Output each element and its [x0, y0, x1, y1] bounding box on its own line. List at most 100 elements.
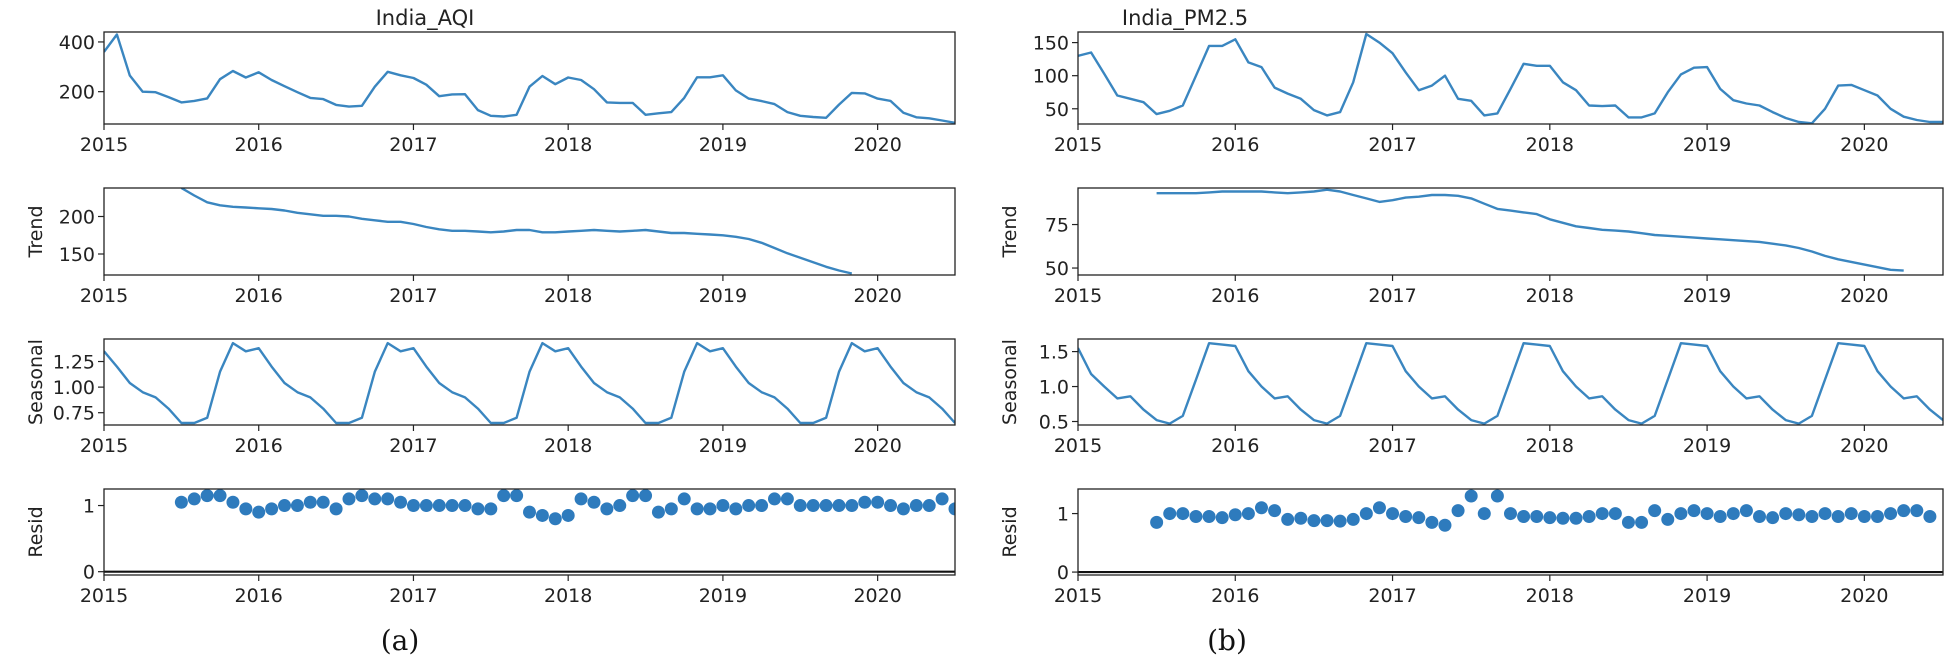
resid-point	[1241, 507, 1255, 521]
axes-frame	[103, 488, 956, 576]
y-tick-label: 200	[59, 207, 95, 229]
axes-frame	[1077, 31, 1944, 125]
plot-area	[1078, 489, 1943, 574]
y-axis-label: Seasonal	[999, 339, 1021, 425]
resid-point	[1910, 504, 1924, 518]
axes-frame	[1077, 488, 1944, 576]
x-tick-label: 2017	[389, 134, 437, 156]
resid-point	[1150, 515, 1164, 529]
resid-point	[806, 499, 820, 513]
resid-point	[832, 499, 846, 513]
x-tick-label: 2020	[1840, 285, 1888, 307]
y-tick-label: 150	[1033, 33, 1069, 55]
panel-a: India_AQI (a) 200 400 2015 2016 2017 2018 2019…	[25, 6, 956, 657]
resid-point	[1202, 509, 1216, 523]
plot-area	[104, 33, 955, 124]
subplot-resid: 0 1 2015 2016 2017 2018 2019 2020 Resid	[999, 488, 1944, 607]
x-tick-label: 2019	[1683, 285, 1731, 307]
x-tick-label: 2015	[80, 585, 128, 607]
resid-point	[1779, 507, 1793, 521]
subplot-resid: 0 1 2015 2016 2017 2018 2019 2020 Resid	[25, 488, 956, 607]
y-axis-label: Trend	[25, 206, 47, 259]
resid-point	[1333, 514, 1347, 528]
resid-point	[278, 499, 292, 513]
y-tick-label: 50	[1045, 99, 1069, 121]
resid-point	[896, 502, 910, 516]
x-tick-label: 2017	[1368, 134, 1416, 156]
y-tick-label: 1.0	[1039, 377, 1069, 399]
subplot-seasonal: 0.75 1.00 1.25 2015 2016 2017 2018 2019 2020 Seas…	[25, 338, 956, 457]
subplot-trend: 150 200 2015 2016 2017 2018 2019 2020 Trend	[25, 187, 956, 307]
plot-area	[104, 341, 955, 425]
trend-line	[1156, 188, 1904, 272]
seasonal-line	[1078, 342, 1943, 425]
resid-point	[471, 502, 485, 516]
y-tick-label: 0	[1057, 562, 1069, 584]
x-tick-label: 2015	[80, 134, 128, 156]
resid-point	[1412, 511, 1426, 525]
x-tick-label: 2016	[1211, 585, 1259, 607]
y-tick-label: 100	[1033, 66, 1069, 88]
resid-point	[381, 492, 395, 506]
x-tick-label: 2015	[1054, 285, 1102, 307]
resid-point	[1268, 504, 1282, 518]
resid-point	[1490, 489, 1504, 503]
resid-point	[290, 499, 304, 513]
x-tick-label: 2020	[1840, 134, 1888, 156]
resid-point	[1766, 511, 1780, 525]
observed-line	[1078, 32, 1943, 124]
resid-point	[1359, 507, 1373, 521]
resid-point	[1504, 507, 1517, 521]
plot-area	[1156, 188, 1904, 272]
resid-point	[394, 495, 408, 509]
resid-point	[664, 502, 678, 516]
resid-point	[368, 492, 382, 506]
x-tick-label: 2017	[1368, 285, 1416, 307]
x-tick-label: 2019	[699, 585, 747, 607]
resid-point	[884, 499, 898, 513]
resid-point	[1739, 504, 1753, 518]
resid-point	[523, 505, 536, 519]
y-tick-label: 1.5	[1039, 342, 1069, 364]
resid-point	[1753, 509, 1767, 523]
axes-frame	[103, 187, 956, 276]
resid-point	[845, 499, 859, 513]
x-tick-label: 2020	[853, 134, 901, 156]
resid-point	[303, 495, 317, 509]
resid-point	[587, 495, 601, 509]
resid-point	[1438, 518, 1452, 532]
resid-point	[1556, 511, 1570, 525]
resid-point	[1831, 509, 1845, 523]
resid-point	[1451, 504, 1465, 518]
resid-point	[1425, 515, 1439, 529]
resid-point	[1254, 501, 1268, 515]
resid-point	[1648, 504, 1662, 518]
resid-point	[755, 499, 769, 513]
y-axis-label: Resid	[25, 506, 47, 557]
panel-caption: (a)	[381, 624, 420, 657]
seasonal-line	[104, 341, 955, 425]
resid-point	[767, 492, 781, 506]
y-tick-label: 1	[83, 496, 95, 518]
x-tick-label: 2020	[1840, 435, 1888, 457]
resid-point	[716, 499, 730, 513]
resid-point	[871, 495, 885, 509]
resid-point	[1372, 501, 1386, 515]
resid-point	[1870, 509, 1884, 523]
resid-point	[1399, 509, 1413, 523]
resid-point	[316, 495, 330, 509]
x-tick-label: 2020	[853, 435, 901, 457]
y-tick-label: 200	[59, 82, 95, 104]
x-tick-label: 2017	[389, 585, 437, 607]
x-tick-label: 2018	[1526, 285, 1574, 307]
resid-point	[1792, 508, 1806, 522]
x-tick-label: 2017	[389, 435, 437, 457]
axes-frame	[1077, 338, 1944, 426]
resid-point	[742, 499, 756, 513]
x-tick-label: 2016	[1211, 134, 1259, 156]
resid-point	[1215, 511, 1229, 525]
resid-point	[948, 502, 955, 516]
resid-point	[1857, 509, 1871, 523]
x-tick-label: 2018	[1526, 134, 1574, 156]
